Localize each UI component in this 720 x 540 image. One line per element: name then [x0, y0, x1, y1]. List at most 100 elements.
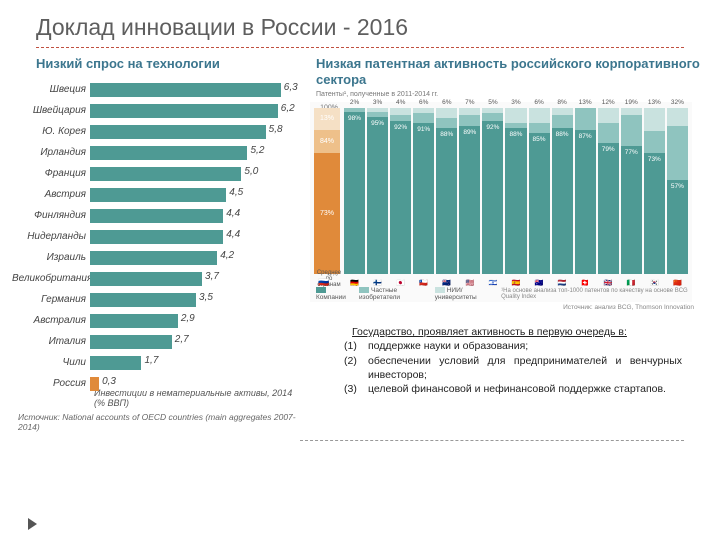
- hbar-bar: [90, 293, 196, 307]
- patent-note: Патенты¹, полученные в 2011-2014 гг.: [310, 91, 702, 98]
- stacked-bar: 13%73%: [644, 108, 665, 274]
- bar-segment: [667, 108, 688, 126]
- bar-segment: [436, 108, 457, 118]
- gov-text: Государство, проявляет активность в перв…: [310, 311, 702, 396]
- bar-segment: [529, 108, 550, 123]
- hbar-row: Израиль4,2: [12, 247, 302, 268]
- hbar-value: 4,4: [223, 229, 240, 240]
- hbar-value: 1,7: [141, 355, 158, 366]
- hbar-label: Ю. Корея: [12, 126, 90, 137]
- bar-segment: [598, 108, 619, 123]
- gov-item-number: (3): [344, 382, 368, 396]
- hbar-row: Чили 1,7: [12, 352, 302, 373]
- hbar-bar: [90, 314, 178, 328]
- hbar-label: Франция: [12, 168, 90, 179]
- bar-segment: [552, 115, 573, 128]
- bar-segment: 79%: [598, 143, 619, 274]
- content-columns: Низкий спрос на технологии Швеция6,3Швей…: [0, 54, 720, 432]
- stacked-bar: 8%88%: [552, 108, 573, 274]
- legend-c: НИИ/университеты: [435, 287, 493, 301]
- stacked-bar: 7%89%: [459, 108, 480, 274]
- hbar-track: 3,5: [90, 293, 302, 307]
- bar-segment: [436, 118, 457, 128]
- bar-top-label: 6%: [529, 99, 550, 106]
- hbar-label: Чили: [12, 357, 90, 368]
- stacked-chart: 0%20%40%60%80%100% 13%84%73% Среднее по …: [310, 102, 692, 302]
- bar-segment: [598, 123, 619, 143]
- gov-item-number: (1): [344, 339, 368, 353]
- divider-top: [36, 47, 684, 48]
- gov-list: (1)поддержке науки и образования;(2)обес…: [338, 339, 682, 396]
- right-column: Низкая патентная активность российского …: [302, 54, 702, 432]
- hbar-label: Италия: [12, 336, 90, 347]
- bar-segment: [575, 108, 596, 130]
- bar-segment: [390, 115, 411, 122]
- avg-bar: 13%84%73%: [314, 108, 340, 274]
- bar-segment: 77%: [621, 146, 642, 274]
- legend: Компании Частные изобретатели НИИ/универ…: [316, 287, 688, 301]
- bar-segment: [621, 115, 642, 147]
- bar-segment: 57%: [667, 180, 688, 275]
- bar-top-label: 3%: [367, 99, 388, 106]
- hbar-track: 3,7: [90, 272, 302, 286]
- stacked-bar: 3%88%: [505, 108, 526, 274]
- page-title: Доклад инновации в России - 2016: [0, 0, 720, 47]
- legend-b: Частные изобретатели: [359, 287, 427, 301]
- hbar-track: 4,4: [90, 230, 302, 244]
- hbar-bar: [90, 335, 172, 349]
- hbar-value: 5,2: [247, 145, 264, 156]
- bar-top-label: 12%: [598, 99, 619, 106]
- hbar-bar: [90, 272, 202, 286]
- bar-segment: [552, 108, 573, 115]
- hbar-value: 2,9: [178, 313, 195, 324]
- hbar-bar: [90, 125, 266, 139]
- footer-arrow-icon: [28, 518, 37, 530]
- hbar-value: 4,5: [226, 187, 243, 198]
- avg-segment: 84%: [314, 130, 340, 153]
- bar-top-label: 8%: [552, 99, 573, 106]
- hbar-row: Австрия 4,5: [12, 184, 302, 205]
- hbar-row: Финляндия4,4: [12, 205, 302, 226]
- hbar-row: Ю. Корея5,8: [12, 121, 302, 142]
- hbar-row: Ирландия5,2: [12, 142, 302, 163]
- hbar-label: Финляндия: [12, 210, 90, 221]
- hbar-label: Россия: [12, 378, 90, 389]
- hbar-bar: [90, 209, 223, 223]
- left-column: Низкий спрос на технологии Швеция6,3Швей…: [12, 54, 302, 432]
- hbar-value: 0,3: [99, 376, 116, 387]
- hbar-row: Швейцария6,2: [12, 100, 302, 121]
- hbar-track: 0,3: [90, 377, 302, 391]
- hbar-track: 4,5: [90, 188, 302, 202]
- bar-top-label: 2%: [344, 99, 365, 106]
- hbar-value: 3,7: [202, 271, 219, 282]
- bar-segment: [390, 108, 411, 115]
- bar-top-label: 13%: [575, 99, 596, 106]
- hbar-label: Австрия: [12, 189, 90, 200]
- legend-note: ¹На основе анализа топ-1000 патентов по …: [501, 288, 688, 300]
- hbar-bar: [90, 104, 278, 118]
- hbar-row: Австралия2,9: [12, 310, 302, 331]
- gov-item-number: (2): [344, 354, 368, 382]
- gov-item: (1)поддержке науки и образования;: [344, 339, 682, 353]
- hbar-track: 6,2: [90, 104, 302, 118]
- gov-title: Государство, проявляет активность в перв…: [338, 325, 682, 339]
- left-subtitle: Низкий спрос на технологии: [12, 54, 302, 77]
- right-subtitle: Низкая патентная активность российского …: [310, 54, 702, 91]
- hbar-track: 5,2: [90, 146, 302, 160]
- avg-segment: 13%: [314, 108, 340, 130]
- bar-segment: 88%: [552, 128, 573, 274]
- hbar-label: Израиль: [12, 252, 90, 263]
- bar-segment: 73%: [644, 153, 665, 274]
- hbar-label: Германия: [12, 294, 90, 305]
- bar-segment: [621, 108, 642, 115]
- hbar-track: 4,4: [90, 209, 302, 223]
- legend-a: Компании: [316, 287, 351, 301]
- hbar-row: Италия2,7: [12, 331, 302, 352]
- bar-segment: [459, 115, 480, 127]
- bar-segment: [459, 108, 480, 115]
- bar-segment: [482, 113, 503, 121]
- stacked-bar: 6%85%: [529, 108, 550, 274]
- gov-item-text: обеспечении условий для предпринимателей…: [368, 354, 682, 382]
- right-source: Источник: анализ BCG, Thomson Innovation: [310, 302, 702, 311]
- hbar-track: 2,7: [90, 335, 302, 349]
